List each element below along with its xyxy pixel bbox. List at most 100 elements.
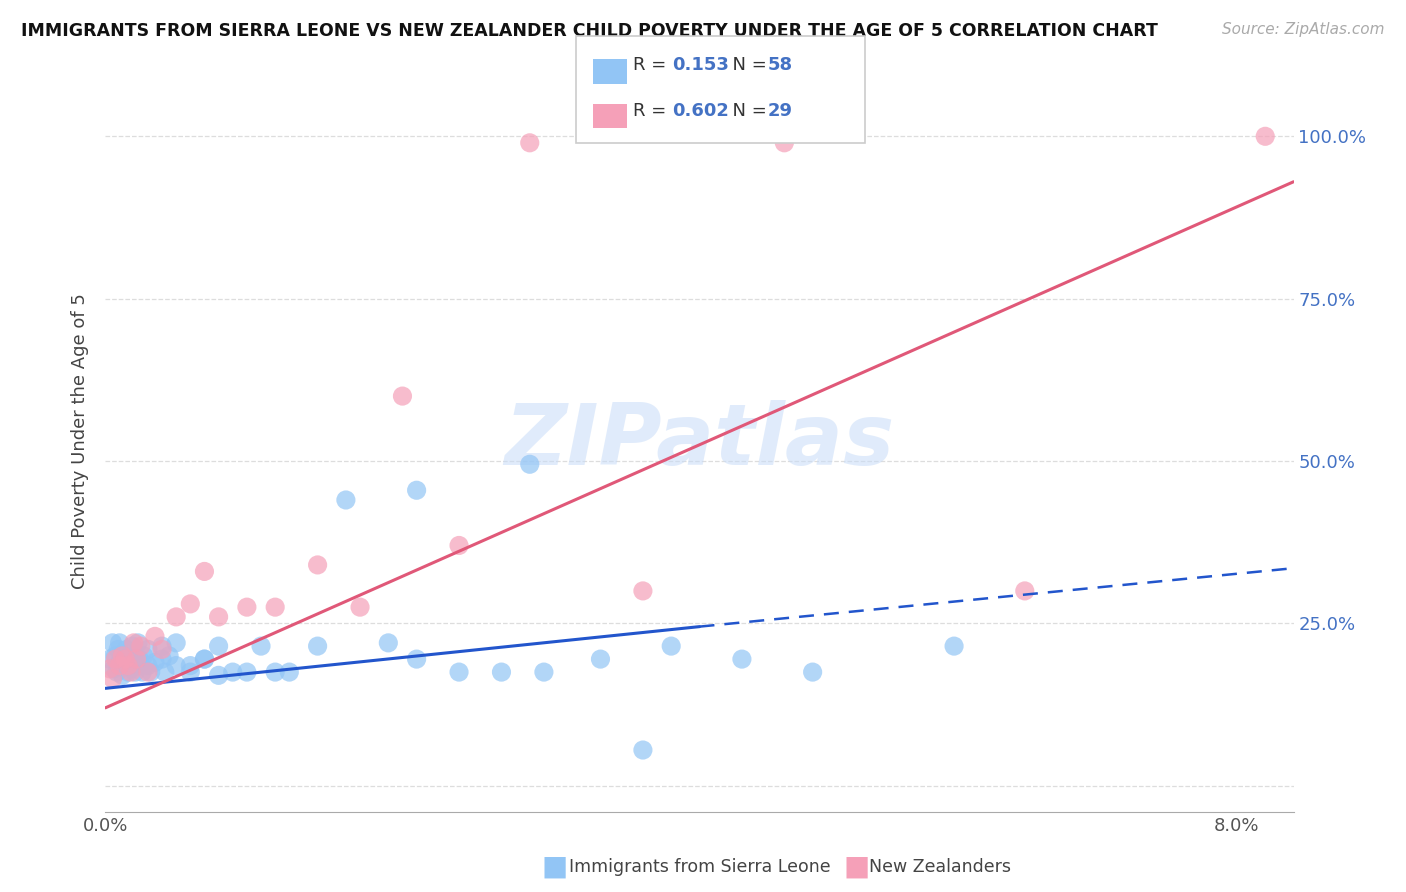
Point — [150, 642, 173, 657]
Point — [264, 600, 287, 615]
Point — [447, 538, 470, 552]
Point — [124, 665, 146, 679]
Text: Immigrants from Sierra Leone: Immigrants from Sierra Leone — [569, 858, 831, 876]
Point — [131, 665, 153, 679]
Point — [222, 665, 245, 679]
Point — [143, 656, 166, 670]
Point — [115, 642, 138, 657]
Point — [107, 642, 129, 657]
Point — [125, 652, 148, 666]
Text: 0.153: 0.153 — [672, 56, 728, 74]
Text: ■: ■ — [844, 853, 870, 881]
Point — [136, 658, 159, 673]
Point — [129, 658, 152, 673]
Point — [153, 665, 176, 679]
Point — [128, 652, 150, 666]
Point — [114, 658, 136, 673]
Point — [127, 636, 149, 650]
Text: N =: N = — [721, 103, 773, 120]
Point — [207, 639, 229, 653]
Point — [193, 652, 215, 666]
Point — [136, 642, 159, 657]
Point — [120, 662, 142, 676]
Point — [264, 665, 287, 679]
Point — [179, 658, 201, 673]
Point — [165, 658, 187, 673]
Point — [377, 636, 399, 650]
Point — [943, 639, 966, 653]
Text: N =: N = — [721, 56, 773, 74]
Point — [731, 652, 754, 666]
Point — [631, 583, 654, 598]
Point — [118, 652, 141, 666]
Point — [104, 652, 127, 666]
Point — [405, 483, 427, 498]
Point — [122, 648, 145, 663]
Point — [533, 665, 555, 679]
Point — [125, 656, 148, 670]
Point — [278, 665, 301, 679]
Text: ZIPatlas: ZIPatlas — [505, 400, 894, 483]
Point — [104, 648, 127, 663]
Point — [589, 652, 612, 666]
Point — [117, 658, 139, 673]
Point — [114, 652, 136, 666]
Point — [207, 610, 229, 624]
Point — [157, 648, 180, 663]
Point — [631, 743, 654, 757]
Point — [132, 648, 155, 663]
Point — [150, 639, 173, 653]
Point — [250, 639, 273, 653]
Point — [659, 639, 682, 653]
Point — [519, 136, 541, 150]
Point — [122, 658, 145, 673]
Point — [111, 668, 134, 682]
Point — [179, 665, 201, 679]
Point — [150, 652, 173, 666]
Point — [101, 636, 124, 650]
Point — [773, 136, 796, 150]
Point — [136, 665, 159, 679]
Point — [129, 639, 152, 653]
Text: New Zealanders: New Zealanders — [869, 858, 1011, 876]
Text: 0.602: 0.602 — [672, 103, 728, 120]
Point — [105, 665, 128, 679]
Point — [121, 639, 143, 653]
Point — [519, 457, 541, 471]
Point — [143, 629, 166, 643]
Point — [307, 558, 329, 572]
Point — [405, 652, 427, 666]
Point — [120, 665, 142, 679]
Point — [335, 493, 357, 508]
Point — [801, 665, 824, 679]
Point — [193, 565, 215, 579]
Point — [491, 665, 513, 679]
Point — [103, 662, 125, 676]
Y-axis label: Child Poverty Under the Age of 5: Child Poverty Under the Age of 5 — [72, 293, 90, 590]
Text: 29: 29 — [768, 103, 793, 120]
Text: R =: R = — [633, 103, 672, 120]
Point — [447, 665, 470, 679]
Point — [112, 648, 135, 663]
Text: IMMIGRANTS FROM SIERRA LEONE VS NEW ZEALANDER CHILD POVERTY UNDER THE AGE OF 5 C: IMMIGRANTS FROM SIERRA LEONE VS NEW ZEAL… — [21, 22, 1159, 40]
Point — [108, 658, 131, 673]
Point — [165, 636, 187, 650]
Point — [108, 636, 131, 650]
Point — [98, 652, 121, 666]
Point — [165, 610, 187, 624]
Point — [117, 665, 139, 679]
Point — [108, 656, 131, 670]
Point — [179, 597, 201, 611]
Point — [98, 662, 121, 676]
Text: R =: R = — [633, 56, 672, 74]
Point — [307, 639, 329, 653]
Point — [236, 600, 259, 615]
Point — [1254, 129, 1277, 144]
Point — [391, 389, 413, 403]
Text: Source: ZipAtlas.com: Source: ZipAtlas.com — [1222, 22, 1385, 37]
Point — [122, 636, 145, 650]
Point — [139, 665, 162, 679]
Point — [193, 652, 215, 666]
Point — [1014, 583, 1036, 598]
Point — [111, 648, 134, 663]
